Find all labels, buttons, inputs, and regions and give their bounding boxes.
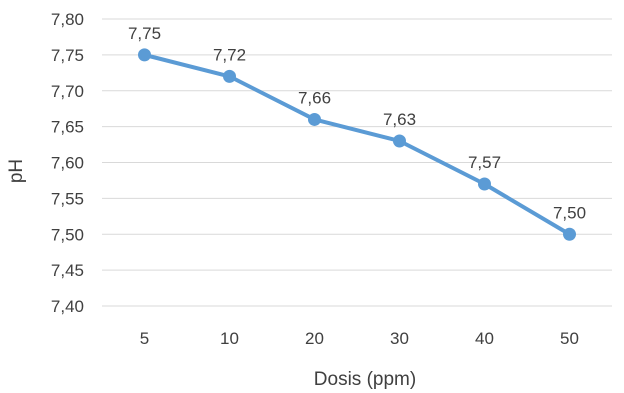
series [138, 48, 576, 241]
data-label: 7,66 [298, 88, 331, 107]
y-tick-label: 7,70 [51, 82, 84, 101]
data-point [478, 177, 491, 191]
data-point [563, 227, 576, 241]
x-tick-label: 50 [560, 329, 579, 348]
x-tick-label: 30 [390, 329, 409, 348]
data-label: 7,75 [128, 24, 161, 43]
data-label: 7,50 [553, 203, 586, 222]
y-tick-label: 7,45 [51, 261, 84, 280]
x-axis-title: Dosis (ppm) [314, 369, 416, 390]
data-label: 7,72 [213, 45, 246, 64]
y-axis-title: pH [6, 159, 27, 183]
gridlines [102, 18, 612, 307]
y-tick-label: 7,50 [51, 225, 84, 244]
x-tick-label: 40 [475, 329, 494, 348]
y-tick-label: 7,55 [51, 189, 84, 208]
x-axis-ticks: 5 10 20 30 40 50 [140, 329, 579, 348]
data-point [393, 134, 406, 148]
y-axis-ticks: 7,40 7,45 7,50 7,55 7,60 7,65 7,70 7,75 7,80 [51, 10, 84, 316]
data-label: 7,57 [468, 153, 501, 172]
data-point [308, 112, 321, 126]
y-tick-label: 7,75 [51, 46, 84, 65]
data-point [138, 48, 151, 62]
x-tick-label: 20 [305, 329, 324, 348]
y-tick-label: 7,60 [51, 154, 84, 173]
y-tick-label: 7,80 [51, 10, 84, 29]
series-line [142, 52, 572, 237]
y-tick-label: 7,40 [51, 297, 84, 316]
x-tick-label: 10 [220, 329, 239, 348]
y-tick-label: 7,65 [51, 118, 84, 137]
x-tick-label: 5 [140, 329, 149, 348]
data-point [223, 69, 236, 83]
data-labels: 7,75 7,72 7,66 7,63 7,57 7,50 [128, 24, 586, 222]
data-label: 7,63 [383, 110, 416, 129]
